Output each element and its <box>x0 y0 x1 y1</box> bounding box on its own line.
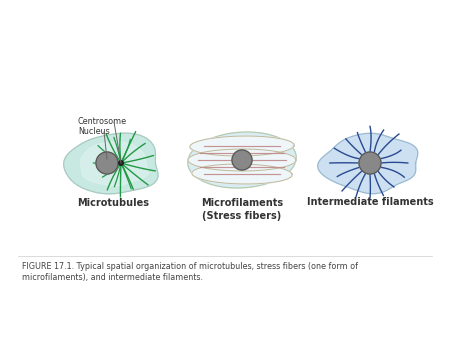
Text: Nucleus: Nucleus <box>78 127 110 137</box>
Polygon shape <box>188 149 296 171</box>
Text: FIGURE 17.1. Typical spatial organization of microtubules, stress fibers (one fo: FIGURE 17.1. Typical spatial organizatio… <box>22 262 358 271</box>
Polygon shape <box>188 132 296 188</box>
Text: Microtubules: Microtubules <box>77 198 149 208</box>
Text: Microfilaments
(Stress fibers): Microfilaments (Stress fibers) <box>201 198 283 221</box>
Text: Centrosome: Centrosome <box>78 118 127 126</box>
Polygon shape <box>64 133 158 194</box>
Polygon shape <box>190 136 294 156</box>
Circle shape <box>232 150 252 170</box>
Circle shape <box>359 152 381 174</box>
Polygon shape <box>318 133 418 194</box>
Circle shape <box>96 152 118 174</box>
Text: microfilaments), and intermediate filaments.: microfilaments), and intermediate filame… <box>22 273 203 282</box>
Polygon shape <box>192 164 292 184</box>
Text: Intermediate filaments: Intermediate filaments <box>307 197 433 207</box>
Circle shape <box>119 161 123 165</box>
Polygon shape <box>81 142 148 186</box>
